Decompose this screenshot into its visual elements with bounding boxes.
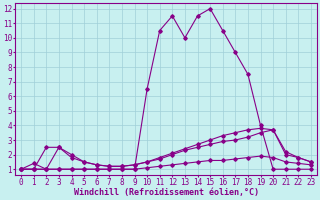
X-axis label: Windchill (Refroidissement éolien,°C): Windchill (Refroidissement éolien,°C) bbox=[74, 188, 259, 197]
